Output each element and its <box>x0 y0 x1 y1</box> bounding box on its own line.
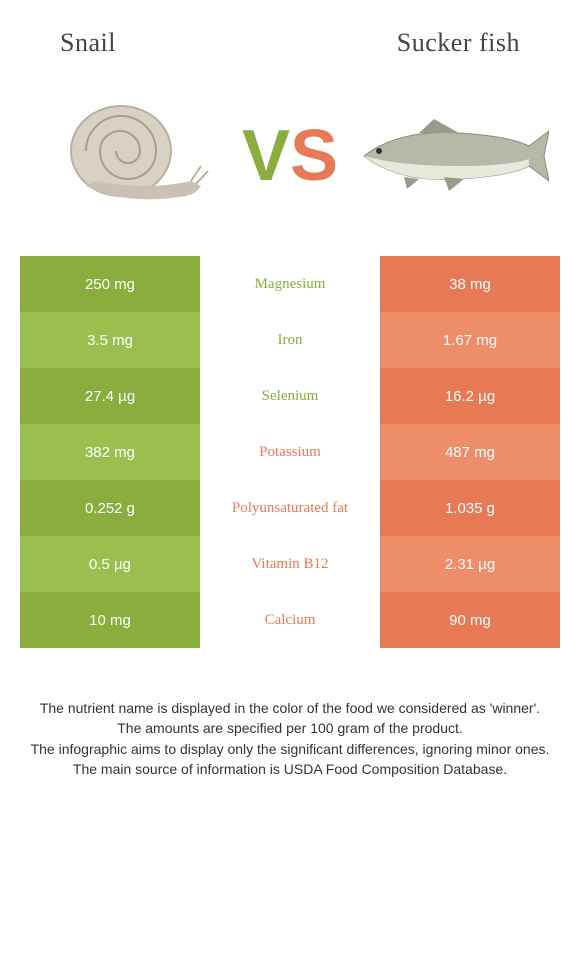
table-row: 0.5 µgVitamin B122.31 µg <box>20 536 560 592</box>
table-row: 27.4 µgSelenium16.2 µg <box>20 368 560 424</box>
images-row: VS <box>0 76 580 256</box>
footer-line: The amounts are specified per 100 gram o… <box>30 718 550 738</box>
nutrient-name: Magnesium <box>200 256 380 312</box>
left-value: 250 mg <box>20 256 200 312</box>
left-value: 0.5 µg <box>20 536 200 592</box>
vs-label: VS <box>242 115 338 197</box>
fish-image <box>338 86 560 226</box>
table-row: 250 mgMagnesium38 mg <box>20 256 560 312</box>
nutrient-name: Selenium <box>200 368 380 424</box>
right-food-title: Sucker fish <box>397 28 520 58</box>
left-value: 10 mg <box>20 592 200 648</box>
snail-image <box>20 86 242 226</box>
right-value: 1.67 mg <box>380 312 560 368</box>
table-row: 382 mgPotassium487 mg <box>20 424 560 480</box>
nutrient-name: Potassium <box>200 424 380 480</box>
nutrient-name: Polyunsaturated fat <box>200 480 380 536</box>
footer-notes: The nutrient name is displayed in the co… <box>0 698 580 779</box>
right-value: 38 mg <box>380 256 560 312</box>
table-row: 10 mgCalcium90 mg <box>20 592 560 648</box>
left-value: 0.252 g <box>20 480 200 536</box>
footer-line: The nutrient name is displayed in the co… <box>30 698 550 718</box>
left-value: 3.5 mg <box>20 312 200 368</box>
left-value: 382 mg <box>20 424 200 480</box>
right-value: 487 mg <box>380 424 560 480</box>
table-row: 3.5 mgIron1.67 mg <box>20 312 560 368</box>
footer-line: The infographic aims to display only the… <box>30 739 550 759</box>
header: Snail Sucker fish <box>0 0 580 76</box>
nutrient-name: Vitamin B12 <box>200 536 380 592</box>
nutrition-table: 250 mgMagnesium38 mg3.5 mgIron1.67 mg27.… <box>20 256 560 648</box>
vs-v: V <box>242 115 290 197</box>
right-value: 90 mg <box>380 592 560 648</box>
nutrient-name: Iron <box>200 312 380 368</box>
footer-line: The main source of information is USDA F… <box>30 759 550 779</box>
table-row: 0.252 gPolyunsaturated fat1.035 g <box>20 480 560 536</box>
right-value: 16.2 µg <box>380 368 560 424</box>
nutrient-name: Calcium <box>200 592 380 648</box>
left-value: 27.4 µg <box>20 368 200 424</box>
right-value: 2.31 µg <box>380 536 560 592</box>
right-value: 1.035 g <box>380 480 560 536</box>
left-food-title: Snail <box>60 28 116 58</box>
vs-s: S <box>290 115 338 197</box>
